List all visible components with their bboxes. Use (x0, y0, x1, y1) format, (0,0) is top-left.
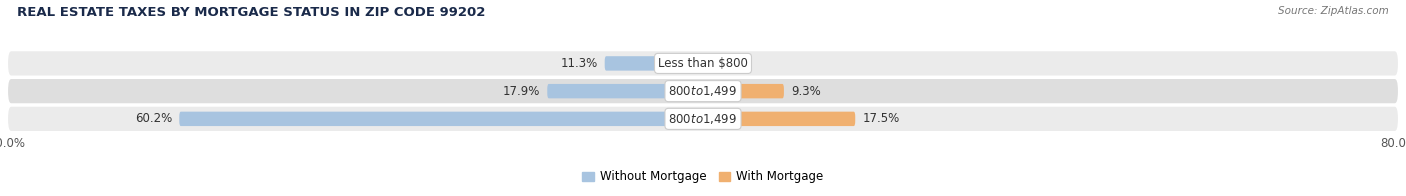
Text: 17.9%: 17.9% (503, 85, 540, 98)
FancyBboxPatch shape (703, 84, 785, 98)
Legend: Without Mortgage, With Mortgage: Without Mortgage, With Mortgage (578, 166, 828, 188)
Text: Less than $800: Less than $800 (658, 57, 748, 70)
Text: $800 to $1,499: $800 to $1,499 (668, 84, 738, 98)
Text: 17.5%: 17.5% (862, 112, 900, 125)
Text: Source: ZipAtlas.com: Source: ZipAtlas.com (1278, 6, 1389, 16)
Text: 9.3%: 9.3% (790, 85, 821, 98)
Text: 11.3%: 11.3% (561, 57, 598, 70)
FancyBboxPatch shape (547, 84, 703, 98)
FancyBboxPatch shape (7, 78, 1399, 104)
FancyBboxPatch shape (605, 56, 703, 71)
Text: $800 to $1,499: $800 to $1,499 (668, 112, 738, 126)
Text: 60.2%: 60.2% (135, 112, 173, 125)
FancyBboxPatch shape (703, 112, 855, 126)
Text: REAL ESTATE TAXES BY MORTGAGE STATUS IN ZIP CODE 99202: REAL ESTATE TAXES BY MORTGAGE STATUS IN … (17, 6, 485, 19)
FancyBboxPatch shape (7, 50, 1399, 77)
FancyBboxPatch shape (180, 112, 703, 126)
Text: 0.0%: 0.0% (710, 57, 740, 70)
FancyBboxPatch shape (7, 106, 1399, 132)
